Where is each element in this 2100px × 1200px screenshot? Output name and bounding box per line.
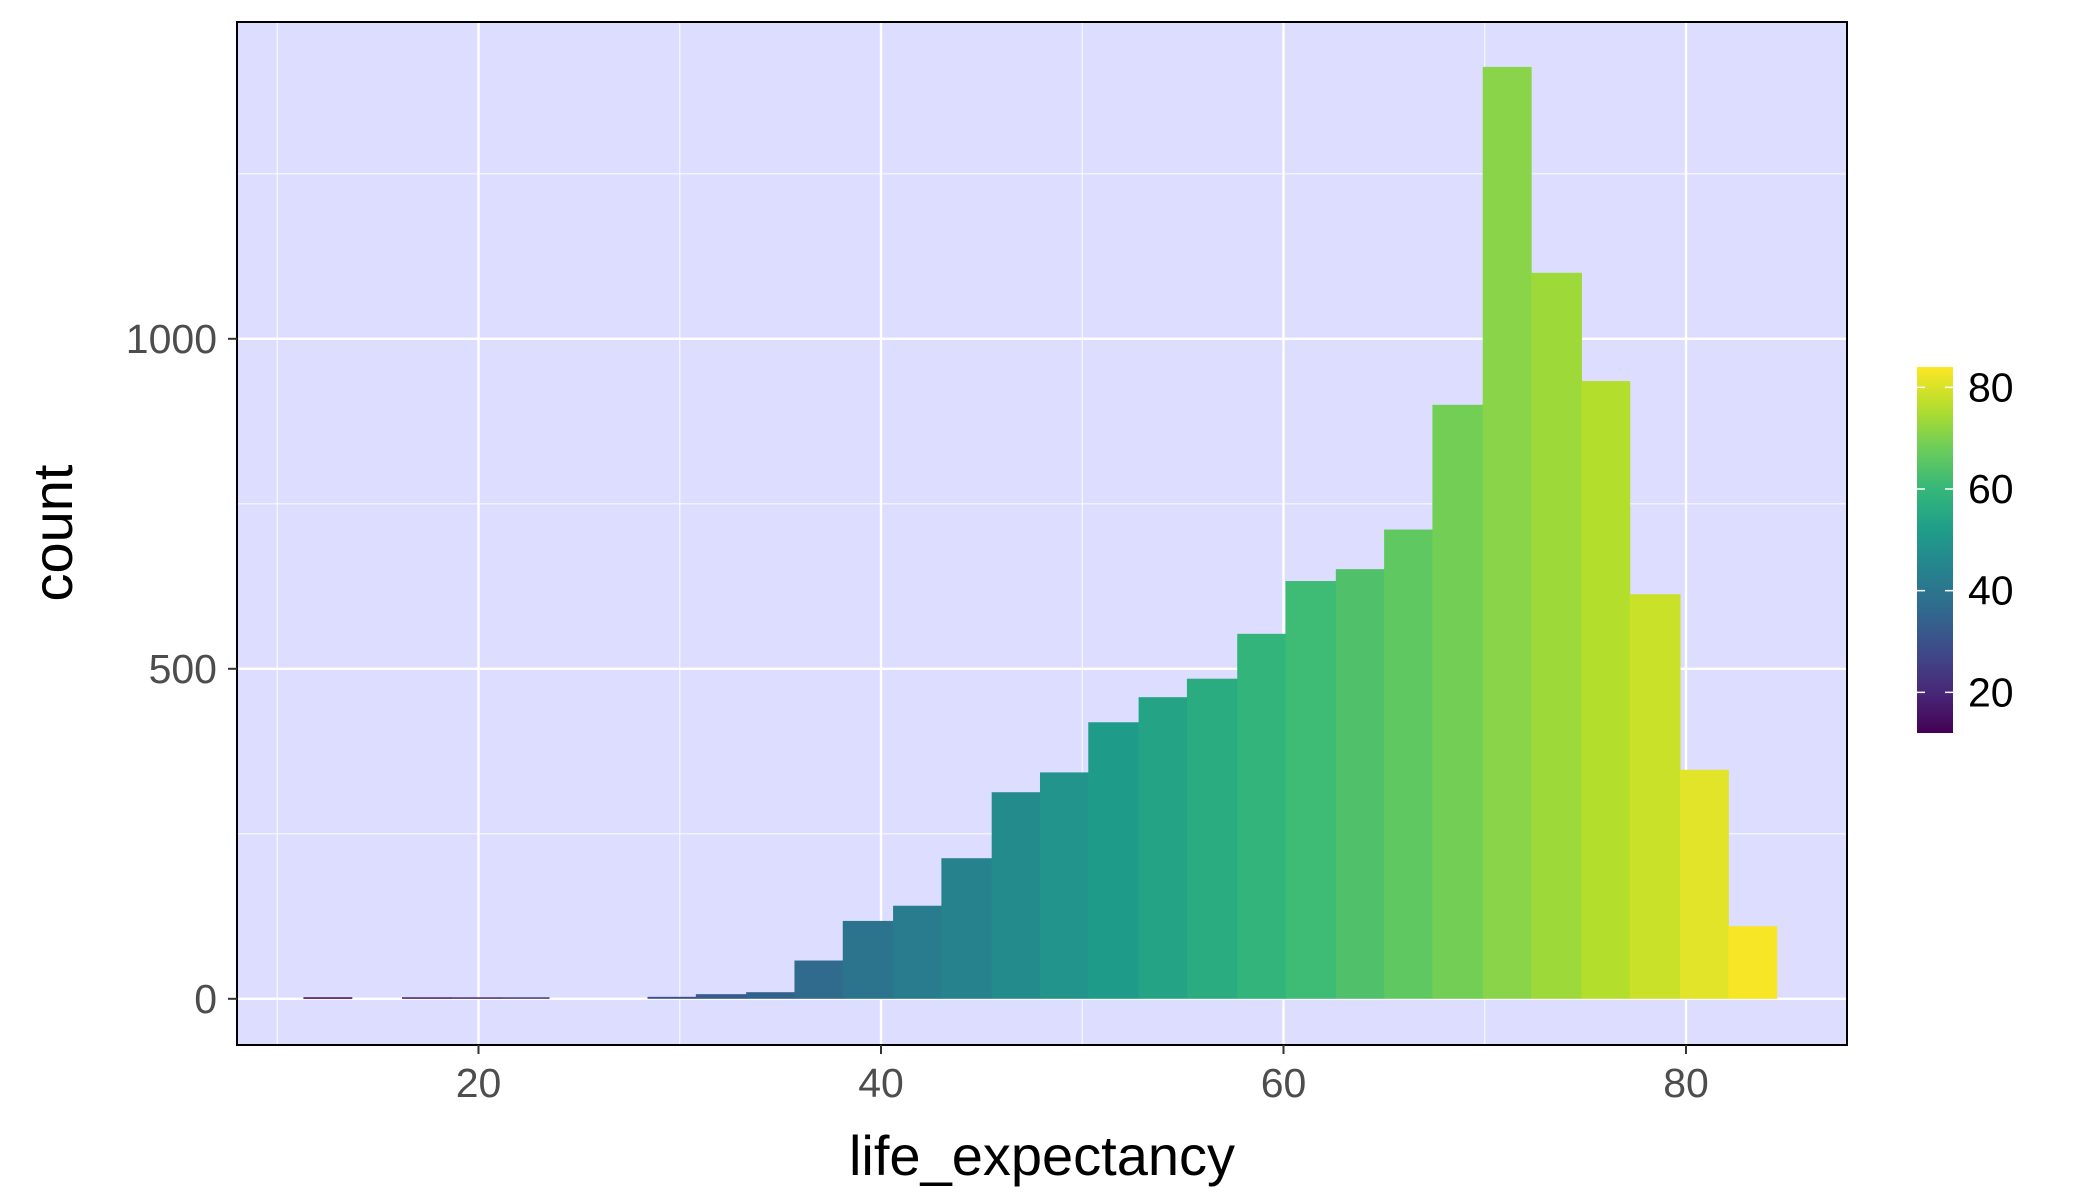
histogram-bar — [746, 992, 796, 999]
histogram-bar — [647, 996, 697, 999]
x-tick-label: 40 — [858, 1060, 904, 1106]
histogram-bar — [1531, 272, 1582, 999]
colorbar-legend: 20 40 60 80 — [1917, 364, 2014, 733]
histogram-bar — [1482, 66, 1532, 999]
colorbar-tick-label: 40 — [1968, 568, 2014, 614]
histogram-bar — [794, 960, 844, 999]
histogram-bar — [1629, 594, 1681, 999]
histogram-bar — [842, 920, 894, 999]
histogram-bar — [1088, 722, 1140, 999]
histogram-bar — [1039, 772, 1089, 999]
histogram-bar — [893, 905, 942, 999]
y-tick-label: 500 — [149, 646, 217, 692]
histogram-bar — [1285, 581, 1337, 999]
histogram-bars — [303, 66, 1778, 999]
histogram-bar — [1728, 926, 1778, 999]
histogram-bar — [941, 858, 993, 999]
x-tick-label: 80 — [1663, 1060, 1709, 1106]
colorbar-tick-label: 80 — [1968, 364, 2014, 410]
plot-panel-border — [236, 21, 1848, 1046]
histogram-bar — [1432, 404, 1484, 999]
colorbar-tick-label: 60 — [1968, 466, 2014, 512]
histogram-bar — [450, 997, 502, 999]
histogram-bar — [1335, 569, 1385, 999]
x-tick-label: 20 — [456, 1060, 502, 1106]
histogram-bar — [303, 997, 353, 999]
y-tick-label: 1000 — [126, 316, 217, 362]
histogram-bar — [402, 997, 451, 999]
histogram-bar — [1138, 697, 1188, 999]
colorbar — [1917, 367, 1953, 733]
histogram-bar — [695, 994, 747, 999]
y-axis-title: count — [21, 464, 84, 601]
axes: 20 40 60 80 0 500 1000 — [126, 316, 1709, 1106]
histogram-bar — [1384, 529, 1434, 999]
y-tick-label: 0 — [194, 976, 217, 1022]
histogram-bar — [1186, 678, 1238, 999]
x-axis-title: life_expectancy — [849, 1124, 1235, 1187]
histogram-bar — [500, 997, 550, 999]
histogram-bar — [1237, 633, 1287, 999]
colorbar-tick-label: 20 — [1968, 669, 2014, 715]
histogram-bar — [991, 792, 1041, 999]
x-tick-label: 60 — [1261, 1060, 1307, 1106]
histogram-bar — [1581, 381, 1631, 999]
histogram-bar — [1679, 769, 1729, 999]
